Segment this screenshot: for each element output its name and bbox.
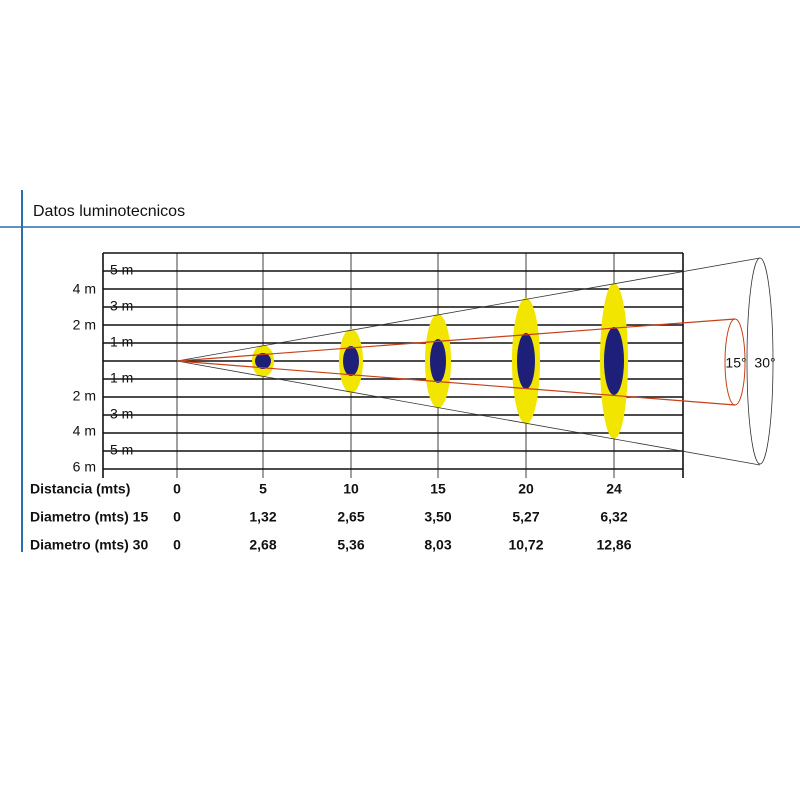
cell: 10,72 <box>508 537 543 553</box>
cell: 12,86 <box>596 537 631 553</box>
angle-label: 30° <box>754 355 775 371</box>
cone-30-end <box>746 257 774 465</box>
beam-spots <box>252 283 628 439</box>
scale-label: 2 m <box>73 317 96 333</box>
cell: 0 <box>173 509 181 525</box>
beam-cone <box>176 257 774 466</box>
scale-label: 3 m <box>110 406 133 422</box>
title: Datos luminotecnicos <box>33 203 185 220</box>
scale-label: 4 m <box>73 281 96 297</box>
data-table: Distancia (mts) 0 5 10 15 20 24 Diametro (mts) … <box>30 481 632 553</box>
row-label: Diametro (mts) 30 <box>30 537 148 553</box>
cell: 15 <box>430 481 446 497</box>
cell: 3,50 <box>424 509 451 525</box>
cell: 5 <box>259 481 267 497</box>
scale-label: 1 m <box>110 370 133 386</box>
scale-label: 2 m <box>73 388 96 404</box>
scale-labels: 5 m 3 m 1 m 1 m 3 m 5 m 4 m 2 m 2 m 4 m 6 m <box>73 262 134 475</box>
cell: 2,65 <box>337 509 364 525</box>
cell: 8,03 <box>424 537 451 553</box>
scale-label: 3 m <box>110 298 133 314</box>
cone-15-end <box>724 318 746 406</box>
row-label: Diametro (mts) 15 <box>30 509 148 525</box>
spot-15 <box>430 339 446 383</box>
cone-30-edge <box>176 257 761 362</box>
cell: 10 <box>343 481 359 497</box>
spot-15 <box>343 346 359 376</box>
cell: 20 <box>518 481 534 497</box>
spot-15 <box>517 333 535 389</box>
spot-15 <box>604 327 624 395</box>
cone-15-edge <box>176 360 736 406</box>
scale-label: 5 m <box>110 442 133 458</box>
cone-30-edge <box>176 360 761 466</box>
cell: 2,68 <box>249 537 276 553</box>
cell: 1,32 <box>249 509 276 525</box>
scale-label: 4 m <box>73 423 96 439</box>
scale-label: 5 m <box>110 262 133 278</box>
cell: 24 <box>606 481 622 497</box>
angle-label: 15° <box>725 355 746 371</box>
cone-15-edge <box>176 318 736 362</box>
grid <box>102 252 684 478</box>
cell: 6,32 <box>600 509 627 525</box>
cell: 0 <box>173 481 181 497</box>
scale-label: 1 m <box>110 334 133 350</box>
row-label: Distancia (mts) <box>30 481 130 497</box>
spot-15 <box>255 353 271 369</box>
scale-label: 6 m <box>73 459 96 475</box>
cell: 0 <box>173 537 181 553</box>
cell: 5,27 <box>512 509 539 525</box>
cell: 5,36 <box>337 537 364 553</box>
